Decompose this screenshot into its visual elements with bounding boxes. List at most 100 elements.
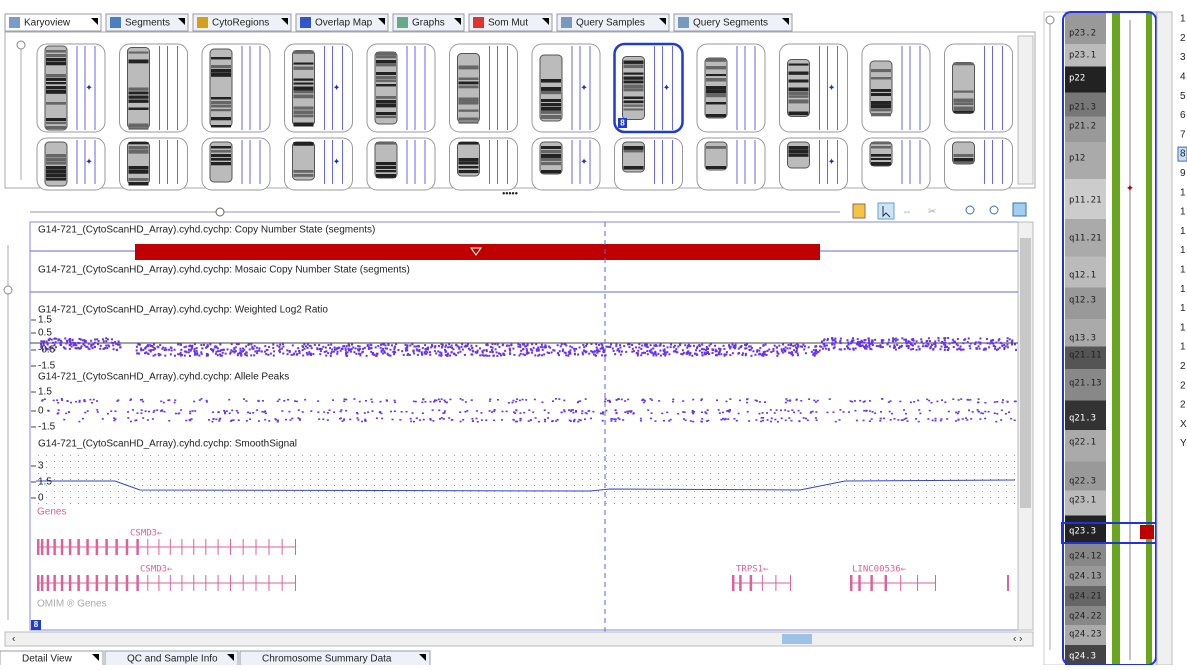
log2-point (676, 351, 678, 353)
chromosome-item[interactable]: 7 (1180, 129, 1186, 140)
chromosome-item[interactable]: 1 (1180, 303, 1186, 314)
chromosome-item[interactable]: 4 (1180, 72, 1186, 83)
select-tool[interactable] (878, 203, 894, 219)
grid-dot (126, 479, 127, 480)
allele-point (127, 411, 129, 413)
grid-dot (166, 461, 167, 462)
chromosome-item[interactable]: 1 (1180, 187, 1186, 198)
grid-dot (790, 485, 791, 486)
zoom-knob[interactable] (216, 208, 224, 216)
grid-dot (406, 473, 407, 474)
copy-number-segment[interactable] (135, 244, 820, 260)
grid-dot (254, 479, 255, 480)
ideogram-slider-knob[interactable] (1046, 16, 1054, 24)
log2-point (239, 348, 241, 350)
grid-dot (510, 485, 511, 486)
grid-dot (238, 491, 239, 492)
chromosome-item[interactable]: 1 (1180, 207, 1186, 218)
detail-slider-knob[interactable] (4, 286, 12, 294)
chromosome-item[interactable]: 1 (1180, 284, 1186, 295)
chromosome-item[interactable]: 2 (1180, 33, 1186, 44)
allele-point (460, 398, 462, 400)
log2-point (217, 350, 219, 352)
log2-point (960, 345, 962, 347)
chromosome-item[interactable]: 5 (1180, 91, 1186, 102)
h-scroll-thumb[interactable] (782, 634, 812, 644)
grid-dot (358, 503, 359, 504)
grid-dot (494, 473, 495, 474)
allele-point (692, 413, 694, 415)
h-scrollbar[interactable] (5, 632, 1033, 646)
chromosome-item[interactable]: 9 (1180, 168, 1186, 179)
chromosome-item[interactable]: 1 (1180, 342, 1186, 353)
log2-point (376, 353, 378, 355)
grid-dot (918, 485, 919, 486)
allele-point (58, 409, 60, 411)
chromosome-item[interactable]: 1 (1180, 322, 1186, 333)
grid-dot (630, 491, 631, 492)
allele-point (640, 420, 642, 422)
grid-dot (390, 461, 391, 462)
scroll-left[interactable]: ‹ (12, 634, 15, 645)
grid-dot (766, 491, 767, 492)
detail-scroll-thumb[interactable] (1020, 238, 1031, 508)
log2-point (956, 348, 958, 350)
log2-point (153, 355, 155, 357)
log2-point (522, 353, 524, 355)
scroll-right[interactable]: ‹ › (1013, 634, 1022, 645)
log2-point (296, 354, 298, 356)
grid-dot (910, 485, 911, 486)
fit-icon[interactable] (1013, 203, 1026, 216)
grid-dot (918, 473, 919, 474)
allele-point (642, 399, 644, 401)
grid-dot (278, 455, 279, 456)
grid-dot (198, 461, 199, 462)
cut-icon[interactable]: ✂ (928, 207, 936, 218)
chromosome-item[interactable]: 1 (1180, 14, 1186, 25)
chromosome-item[interactable]: 1 (1180, 245, 1186, 256)
chromosome-item[interactable]: 2 (1180, 380, 1186, 391)
allele-point (192, 410, 194, 412)
grid-dot (142, 485, 143, 486)
chromosome-item[interactable]: 8 (1180, 149, 1186, 160)
allele-point (392, 419, 394, 421)
log2-point (964, 338, 966, 340)
grid-dot (294, 479, 295, 480)
log2-point (96, 338, 98, 340)
ideogram-scrollbar[interactable] (1157, 12, 1172, 665)
chromosome-item[interactable]: 1 (1180, 265, 1186, 276)
tool-icon[interactable] (853, 204, 865, 218)
grid-dot (710, 461, 711, 462)
chromosome-item[interactable]: Y (1180, 438, 1187, 449)
grid-dot (534, 461, 535, 462)
grid-dot (246, 473, 247, 474)
chromosome-item[interactable]: 1 (1180, 226, 1186, 237)
log2-point (111, 338, 113, 340)
karyo-scrollbar[interactable] (1018, 36, 1033, 184)
log2-point (729, 354, 731, 356)
grid-dot (718, 455, 719, 456)
log2-point (519, 346, 521, 348)
chromosome-item[interactable]: 3 (1180, 52, 1186, 63)
grid-dot (646, 461, 647, 462)
band (541, 162, 561, 165)
allele-point (564, 411, 566, 413)
allele-point (619, 418, 621, 420)
allele-point (130, 421, 132, 423)
grid-dot (358, 479, 359, 480)
chromosome-item[interactable]: X (1180, 419, 1187, 430)
grid-dot (270, 491, 271, 492)
grid-dot (78, 461, 79, 462)
band (294, 142, 314, 146)
chromosome-item[interactable]: 6 (1180, 110, 1186, 121)
grid-dot (870, 473, 871, 474)
grid-dot (54, 473, 55, 474)
allele-point (501, 411, 503, 413)
link-icon[interactable]: ⇔ (902, 207, 912, 218)
chromosome-item[interactable]: 2 (1180, 361, 1186, 372)
log2-point (548, 346, 550, 348)
chromosome-item[interactable]: 2 (1180, 400, 1186, 411)
karyo-slider-knob[interactable] (17, 41, 25, 49)
grid-dot (958, 491, 959, 492)
segment-flag[interactable] (1140, 525, 1154, 539)
